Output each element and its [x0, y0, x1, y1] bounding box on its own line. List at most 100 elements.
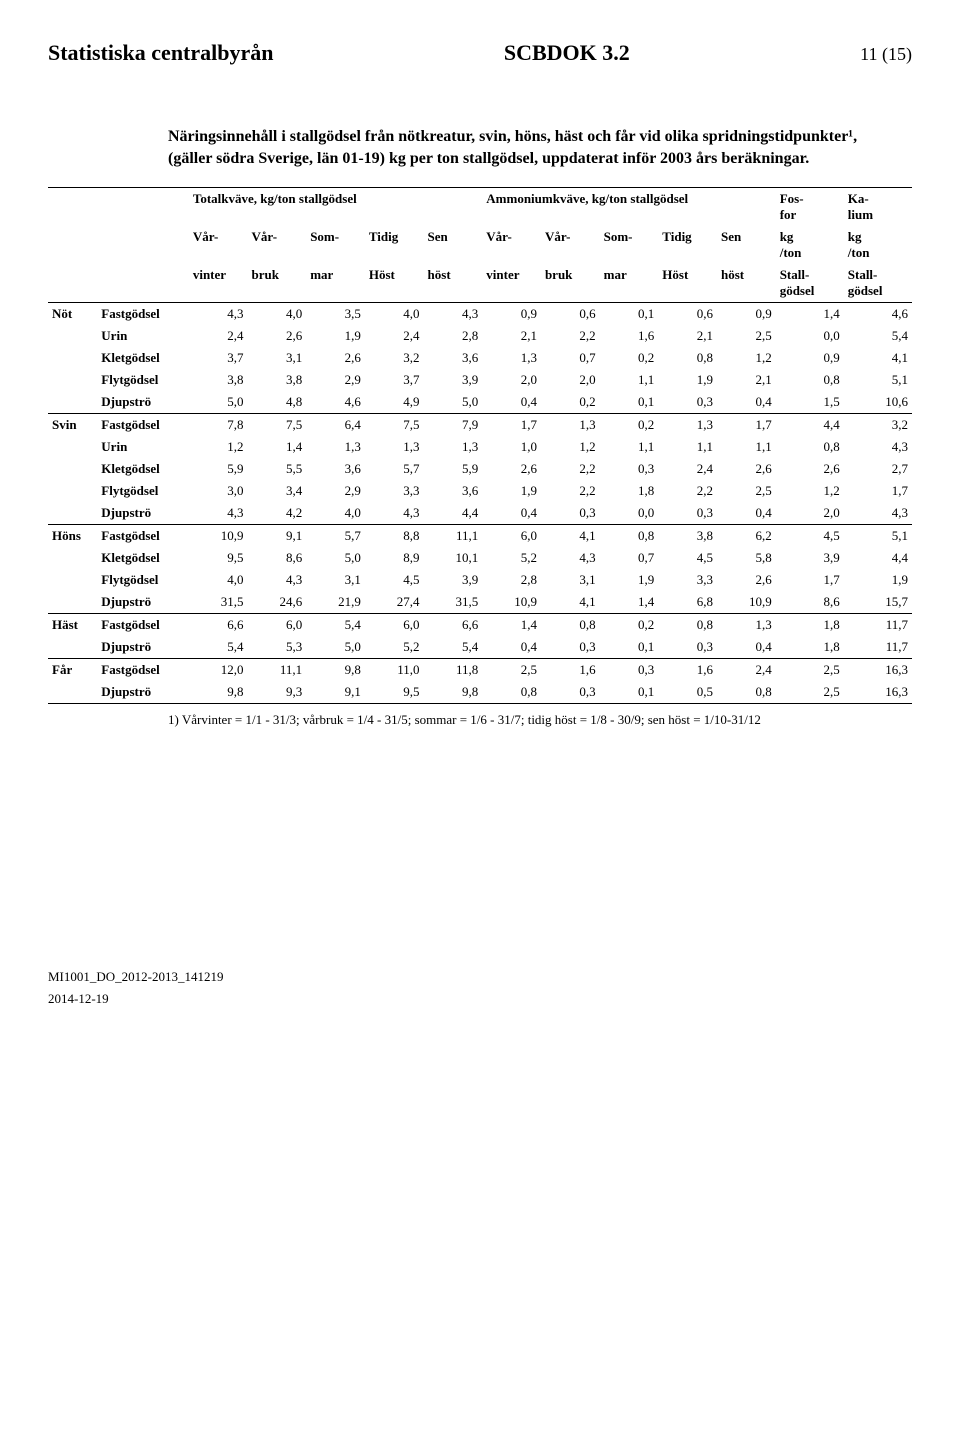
- row-subtype: Fastgödsel: [97, 614, 189, 637]
- cell-value: 2,4: [189, 325, 248, 347]
- cell-value: 0,8: [776, 369, 844, 391]
- cell-value: 3,4: [248, 480, 307, 502]
- row-category: [48, 325, 97, 347]
- cell-value: 2,5: [717, 325, 776, 347]
- cell-value: 6,0: [248, 614, 307, 637]
- cell-value: 9,3: [248, 681, 307, 704]
- cell-value: 0,5: [658, 681, 717, 704]
- cell-value: 1,2: [189, 436, 248, 458]
- cell-value: 5,0: [424, 391, 483, 414]
- cell-value: 6,4: [306, 414, 365, 437]
- cell-value: 7,5: [365, 414, 424, 437]
- cell-value: 0,8: [717, 681, 776, 704]
- cell-value: 5,8: [717, 547, 776, 569]
- cell-value: 5,4: [306, 614, 365, 637]
- cell-value: 9,8: [189, 681, 248, 704]
- cell-value: 24,6: [248, 591, 307, 614]
- doc-id: SCBDOK 3.2: [504, 40, 630, 66]
- row-subtype: Flytgödsel: [97, 569, 189, 591]
- cell-value: 4,0: [248, 303, 307, 326]
- cell-value: 1,2: [717, 347, 776, 369]
- cell-value: 4,5: [776, 525, 844, 548]
- cell-value: 1,6: [541, 659, 600, 682]
- cell-value: 4,2: [248, 502, 307, 525]
- row-category: Får: [48, 659, 97, 682]
- cell-value: 9,5: [189, 547, 248, 569]
- cell-value: 10,1: [424, 547, 483, 569]
- cell-value: 4,1: [541, 591, 600, 614]
- cell-value: 4,9: [365, 391, 424, 414]
- table-head: Totalkväve, kg/ton stallgödsel Ammoniumk…: [48, 188, 912, 303]
- cell-value: 4,3: [844, 436, 912, 458]
- cell-value: 11,7: [844, 636, 912, 659]
- cell-value: 0,2: [600, 347, 659, 369]
- row-subtype: Urin: [97, 436, 189, 458]
- table-row: Flytgödsel3,83,82,93,73,92,02,01,11,92,1…: [48, 369, 912, 391]
- header-row-2: Vår- Vår- Som- Tidig Sen Vår- Vår- Som- …: [48, 226, 912, 264]
- cell-value: 0,1: [600, 303, 659, 326]
- row-subtype: Kletgödsel: [97, 347, 189, 369]
- cell-value: 1,3: [717, 614, 776, 637]
- table-row: Djupströ4,34,24,04,34,40,40,30,00,30,42,…: [48, 502, 912, 525]
- header-row-3: vinter bruk mar Höst höst vinter bruk ma…: [48, 264, 912, 303]
- cell-value: 2,4: [365, 325, 424, 347]
- cell-value: 2,7: [844, 458, 912, 480]
- cell-value: 9,8: [306, 659, 365, 682]
- row-category: [48, 347, 97, 369]
- cell-value: 0,4: [717, 636, 776, 659]
- cell-value: 0,6: [541, 303, 600, 326]
- header-row-1: Totalkväve, kg/ton stallgödsel Ammoniumk…: [48, 188, 912, 227]
- cell-value: 2,0: [541, 369, 600, 391]
- page-number: 11 (15): [860, 44, 912, 65]
- row-subtype: Djupströ: [97, 502, 189, 525]
- cell-value: 2,0: [776, 502, 844, 525]
- cell-value: 0,3: [541, 636, 600, 659]
- cell-value: 1,8: [600, 480, 659, 502]
- cell-value: 2,4: [658, 458, 717, 480]
- table-row: Djupströ5,45,35,05,25,40,40,30,10,30,41,…: [48, 636, 912, 659]
- cell-value: 3,2: [844, 414, 912, 437]
- cell-value: 0,9: [717, 303, 776, 326]
- cell-value: 3,9: [776, 547, 844, 569]
- table-row: FårFastgödsel12,011,19,811,011,82,51,60,…: [48, 659, 912, 682]
- cell-value: 6,0: [482, 525, 541, 548]
- cell-value: 2,5: [776, 659, 844, 682]
- table-title: Näringsinnehåll i stallgödsel från nötkr…: [168, 126, 868, 169]
- row-category: [48, 391, 97, 414]
- cell-value: 1,3: [306, 436, 365, 458]
- row-subtype: Djupströ: [97, 591, 189, 614]
- table-row: Djupströ31,524,621,927,431,510,94,11,46,…: [48, 591, 912, 614]
- cell-value: 1,1: [658, 436, 717, 458]
- table-row: Flytgödsel3,03,42,93,33,61,92,21,82,22,5…: [48, 480, 912, 502]
- cell-value: 6,0: [365, 614, 424, 637]
- cell-value: 0,8: [658, 614, 717, 637]
- cell-value: 5,9: [189, 458, 248, 480]
- cell-value: 4,1: [541, 525, 600, 548]
- cell-value: 11,7: [844, 614, 912, 637]
- cell-value: 1,3: [424, 436, 483, 458]
- row-category: [48, 591, 97, 614]
- cell-value: 1,2: [776, 480, 844, 502]
- table-row: HönsFastgödsel10,99,15,78,811,16,04,10,8…: [48, 525, 912, 548]
- cell-value: 3,1: [248, 347, 307, 369]
- row-category: [48, 569, 97, 591]
- cell-value: 2,2: [658, 480, 717, 502]
- cell-value: 10,9: [189, 525, 248, 548]
- row-subtype: Fastgödsel: [97, 659, 189, 682]
- cell-value: 1,8: [776, 614, 844, 637]
- cell-value: 3,2: [365, 347, 424, 369]
- cell-value: 16,3: [844, 659, 912, 682]
- cell-value: 1,4: [248, 436, 307, 458]
- cell-value: 4,1: [844, 347, 912, 369]
- cell-value: 15,7: [844, 591, 912, 614]
- cell-value: 6,2: [717, 525, 776, 548]
- cell-value: 5,4: [844, 325, 912, 347]
- row-subtype: Fastgödsel: [97, 303, 189, 326]
- page-header: Statistiska centralbyrån SCBDOK 3.2 11 (…: [48, 40, 912, 66]
- cell-value: 3,9: [424, 369, 483, 391]
- table-row: Flytgödsel4,04,33,14,53,92,83,11,93,32,6…: [48, 569, 912, 591]
- cell-value: 4,6: [306, 391, 365, 414]
- table-body: NötFastgödsel4,34,03,54,04,30,90,60,10,6…: [48, 303, 912, 704]
- cell-value: 3,0: [189, 480, 248, 502]
- col-group-total-n: Totalkväve, kg/ton stallgödsel: [189, 188, 482, 227]
